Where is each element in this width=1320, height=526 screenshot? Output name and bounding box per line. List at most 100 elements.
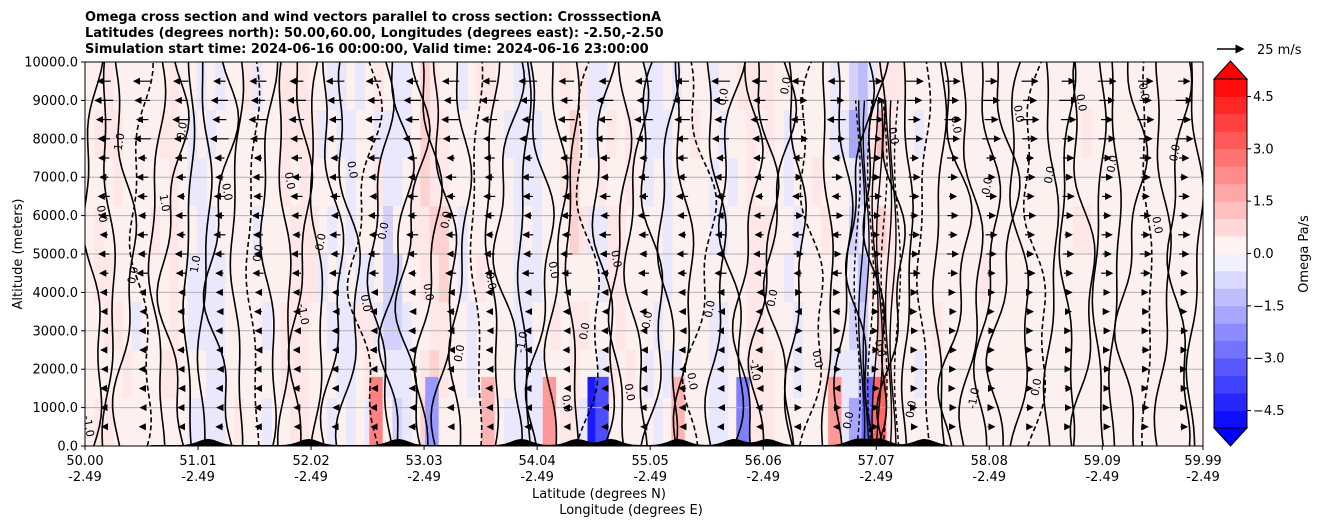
- omega-cell: [616, 254, 626, 302]
- omega-cell: [876, 254, 887, 302]
- x-tick-label-latitude: 53.03: [405, 454, 442, 469]
- omega-cell: [168, 302, 179, 350]
- omega-cell: [420, 206, 431, 254]
- colorbar-band: [1214, 96, 1247, 115]
- omega-cell: [644, 62, 654, 110]
- y-tick-label: 1000.0: [33, 401, 79, 416]
- x-tick-label-longitude: -2.49: [407, 470, 441, 485]
- contour-value-label: 0.0: [872, 338, 888, 357]
- wind-key-label: 25 m/s: [1257, 43, 1302, 58]
- omega-cell: [821, 206, 831, 254]
- omega-cell: [345, 206, 356, 254]
- contour-value-label: 0.0: [559, 394, 575, 413]
- omega-cell: [793, 350, 803, 398]
- contour-line: [524, 62, 555, 446]
- omega-cell: [867, 62, 878, 110]
- omega-cell: [355, 62, 366, 110]
- contour-line: [334, 62, 362, 446]
- contour-value-label: 0.0: [886, 126, 902, 145]
- omega-cell: [653, 62, 664, 110]
- contour-value-label: -1.0: [80, 414, 97, 437]
- contour-value-label: 0.0: [608, 249, 624, 268]
- omega-cell: [625, 110, 636, 158]
- omega-cell: [513, 302, 524, 350]
- contour-value-label: -1.0: [514, 330, 531, 353]
- x-tick-label-longitude: -2.49: [181, 470, 215, 485]
- omega-cell: [467, 302, 477, 350]
- omega-cell: [336, 350, 347, 398]
- omega-cell: [420, 62, 431, 110]
- omega-cell: [746, 254, 757, 302]
- colorbar-tick-label: 4.5: [1253, 90, 1274, 105]
- y-axis: 0.0 1000.0 2000.0 3000.0 4000.0 5000.0 6000.0 7…: [24, 56, 85, 455]
- omega-cell: [467, 350, 477, 398]
- omega-cell: [131, 302, 142, 350]
- contour-value-label: 0.0: [1167, 143, 1183, 162]
- omega-cell: [429, 302, 440, 350]
- omega-cell: [196, 158, 207, 206]
- colorbar-band: [1214, 236, 1247, 254]
- omega-cell: [569, 302, 580, 350]
- contour-bundle-line: [858, 100, 866, 446]
- omega-cell: [839, 350, 850, 398]
- omega-cell: [616, 206, 626, 254]
- omega-cell: [644, 110, 654, 158]
- omega-cell: [830, 62, 841, 110]
- omega-cell: [532, 398, 543, 446]
- omega-cell: [187, 398, 198, 446]
- colorbar-tick-label: 0.0: [1253, 247, 1274, 262]
- contour-line: [430, 62, 458, 446]
- contour-bundle-line: [862, 100, 870, 446]
- y-axis-label: Altitude (meters): [11, 199, 26, 310]
- omega-cell: [718, 398, 729, 446]
- omega-cell: [606, 254, 617, 302]
- x-tick-label-longitude: -2.49: [1085, 470, 1119, 485]
- colorbar-tick-label: −3.0: [1253, 352, 1285, 367]
- colorbar-band: [1214, 218, 1247, 237]
- omega-cell: [746, 398, 757, 446]
- omega-cell: [299, 62, 310, 110]
- omega-cell: [606, 110, 617, 158]
- negative-contour-line: [798, 62, 824, 446]
- x-tick-label-latitude: 50.00: [66, 454, 103, 469]
- omega-cell: [932, 302, 943, 350]
- contour-bundle-line: [880, 100, 888, 446]
- contour-value-label: 0.0: [765, 288, 781, 307]
- contour-value-label: 0.0: [1136, 82, 1152, 101]
- omega-cell: [513, 158, 524, 206]
- omega-cell: [345, 398, 356, 446]
- contour-value-label: 0.0: [639, 310, 655, 329]
- omega-cell: [532, 350, 543, 398]
- omega-cell: [299, 350, 310, 398]
- omega-cell: [429, 110, 440, 158]
- omega-cell: [811, 158, 822, 206]
- colorbar-band: [1214, 375, 1247, 394]
- omega-cell: [392, 158, 403, 206]
- omega-cell: [839, 398, 850, 446]
- y-tick-label: 0.0: [57, 440, 78, 455]
- contour-line: [319, 62, 345, 446]
- omega-cell: [420, 350, 431, 398]
- contour-value-label: 0.0: [358, 293, 374, 312]
- colorbar: 4.5 3.0 1.5 0.0 −1.5 −3.0 −4.5: [1212, 60, 1285, 447]
- omega-cell: [457, 62, 468, 110]
- omega-cell: [299, 302, 310, 350]
- omega-cell: [914, 110, 925, 158]
- omega-cell: [364, 302, 375, 350]
- omega-cell: [886, 206, 897, 254]
- omega-cell: [1072, 206, 1083, 254]
- colorbar-band: [1214, 323, 1247, 342]
- colorbar-extend-min: [1212, 427, 1249, 447]
- omega-cell: [616, 302, 626, 350]
- omega-cell: [336, 62, 347, 110]
- omega-cell: [439, 254, 449, 302]
- omega-cell: [709, 206, 720, 254]
- omega-cell: [439, 302, 449, 350]
- omega-cell: [187, 302, 198, 350]
- omega-cell: [373, 110, 384, 158]
- omega-cell: [625, 350, 636, 398]
- omega-cell: [849, 206, 859, 254]
- y-tick-label: 6000.0: [33, 209, 79, 224]
- omega-cell: [168, 158, 179, 206]
- omega-cell: [625, 158, 636, 206]
